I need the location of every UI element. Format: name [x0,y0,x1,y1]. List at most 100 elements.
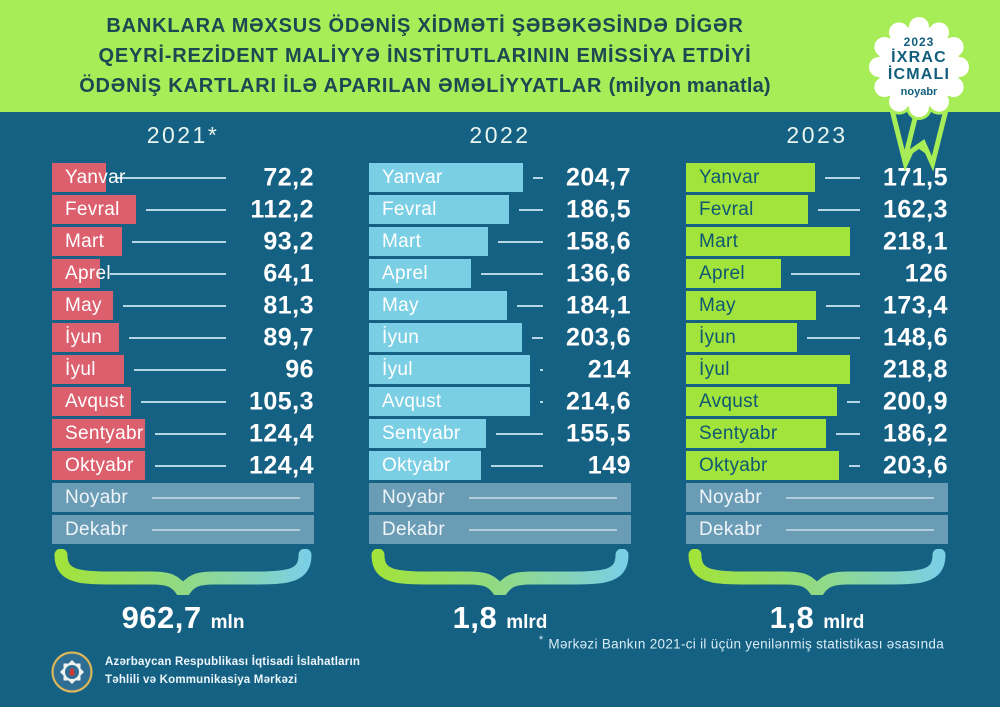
connector-line [129,336,226,339]
month-row: Oktyabr 203,6 [686,451,948,480]
value-label: 171,5 [882,163,948,191]
total-unit: mlrd [823,612,865,633]
value-bar [52,195,136,224]
month-label: May [382,294,419,316]
badge-title-line2: İCMALI [887,66,951,84]
month-row: Noyabr [686,483,948,512]
organization-name: Azərbaycan Respublikası İqtisadi İslahat… [105,654,360,690]
month-row: İyul 218,8 [686,355,948,384]
value-bar [52,227,122,256]
footer-organization: Azərbaycan Respublikası İqtisadi İslahat… [50,650,360,694]
connector-line [155,464,226,467]
month-label: Yanvar [65,166,126,188]
footnote-marker: * [538,634,544,646]
month-row: Dekabr [686,515,948,544]
month-label: Dekabr [382,518,446,540]
year-columns: 2021* Yanvar 72,2 Fevral 112,2 Mart 93,2 Aprel 6… [52,118,1000,636]
chart-area: 2021* Yanvar 72,2 Fevral 112,2 Mart 93,2 Aprel 6… [0,112,1000,636]
connector-line [849,464,860,467]
connector-line [533,176,543,179]
month-row: Aprel 136,6 [369,259,631,288]
value-label: 81,3 [263,291,314,319]
footnote-text: Mərkəzi Bankın 2021-ci il üçün yenilənmi… [548,636,944,652]
value-bar [52,323,119,352]
month-row: Yanvar 171,5 [686,163,948,192]
month-row: Sentyabr 124,4 [52,419,314,448]
total-value: 962,7 mln [52,600,314,636]
month-label: İyul [65,358,96,380]
month-label: İyul [382,358,413,380]
connector-line [517,304,543,307]
connector-line [141,400,226,403]
month-label: İyun [65,326,103,348]
value-label: 186,5 [565,195,631,223]
month-row: İyun 148,6 [686,323,948,352]
value-bar [686,259,781,288]
month-row: Mart 218,1 [686,227,948,256]
month-label: Noyabr [382,486,446,508]
month-row: Fevral 162,3 [686,195,948,224]
month-row: Oktyabr 149 [369,451,631,480]
value-label: 96 [285,355,314,383]
value-label: 203,6 [882,451,948,479]
value-label: 218,1 [882,227,948,255]
month-label: Avqust [65,390,125,412]
month-label: Dekabr [699,518,763,540]
connector-line [836,432,860,435]
total-brace-icon [369,548,631,599]
value-label: 124,4 [248,451,314,479]
month-row: Yanvar 72,2 [52,163,314,192]
month-label: Noyabr [699,486,763,508]
value-bar [369,259,471,288]
value-bar [369,419,486,448]
connector-line [818,208,860,211]
month-label: Dekabr [65,518,129,540]
column-year-header: 2023 [786,122,848,148]
month-row: Noyabr [369,483,631,512]
month-label: Oktyabr [699,454,768,476]
month-row: May 184,1 [369,291,631,320]
organization-line1: Azərbaycan Respublikası İqtisadi İslahat… [105,656,361,669]
month-row: Avqust 200,9 [686,387,948,416]
month-row: Aprel 126 [686,259,948,288]
value-bar [52,163,106,192]
title-line-3: ÖDƏNİŞ KARTLARI İLƏ APARILAN ƏMƏLİYYATLA… [79,75,771,97]
value-bar [369,355,530,384]
month-label: Sentyabr [699,422,778,444]
badge-text: 2023 İXRAC İCMALI noyabr [864,12,974,122]
connector-line [481,272,543,275]
month-label: Noyabr [65,486,129,508]
month-row: İyul 96 [52,355,314,384]
state-emblem-icon [51,651,93,693]
month-row: Mart 93,2 [52,227,314,256]
total-number: 962,7 [121,600,202,635]
month-row: Sentyabr 155,5 [369,419,631,448]
month-label: Oktyabr [65,454,134,476]
connector-line [155,432,226,435]
month-label: Fevral [65,198,120,220]
value-label: 136,6 [565,259,631,287]
value-bar [52,259,100,288]
month-label: Avqust [382,390,442,412]
value-label: 204,7 [565,163,631,191]
footnote: * Mərkəzi Bankın 2021-ci il üçün yenilənm… [539,634,944,652]
connector-line [491,464,543,467]
year-column-2021: 2021* Yanvar 72,2 Fevral 112,2 Mart 93,2 Aprel 6… [52,118,314,636]
month-row: May 81,3 [52,291,314,320]
value-bar [686,291,816,320]
title-line-1: BANKLARA MƏXSUS ÖDƏNİŞ XİDMƏTİ ŞƏBƏKƏSİN… [106,15,744,37]
value-label: 112,2 [250,195,314,223]
value-bar [686,323,797,352]
value-bar [52,355,124,384]
month-label: Avqust [699,390,759,412]
value-label: 124,4 [248,419,314,447]
title-band: BANKLARA MƏXSUS ÖDƏNİŞ XİDMƏTİ ŞƏBƏKƏSİN… [0,0,1000,172]
month-row: Mart 158,6 [369,227,631,256]
value-bar [686,227,850,256]
month-row: May 173,4 [686,291,948,320]
connector-line [134,368,226,371]
value-label: 72,2 [263,163,314,191]
connector-line [786,496,934,499]
total-unit: mlrd [506,612,548,633]
